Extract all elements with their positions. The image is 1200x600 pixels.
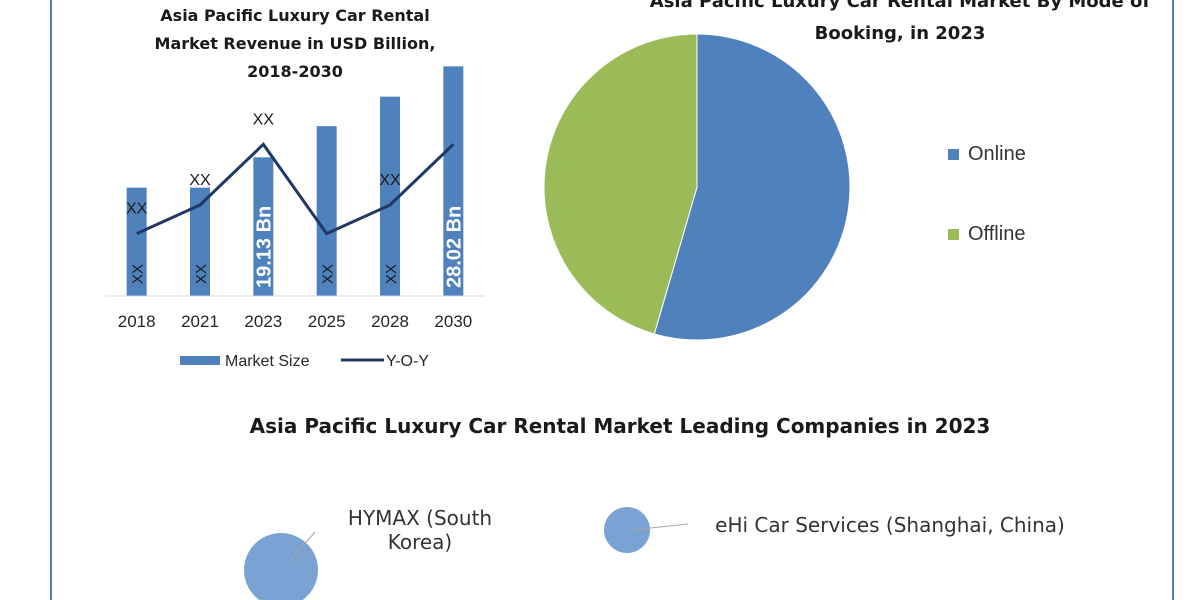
bar-chart: XX XX 19.13 Bn XX XX 28.02 Bn XX XX XX XX 2018 2021… [105, 66, 485, 370]
bar-label-2018: XX [130, 264, 147, 284]
x-tick-2028: 2028 [371, 312, 409, 331]
pie-legend-swatch-offline [948, 229, 959, 240]
x-tick-2023: 2023 [244, 312, 282, 331]
bar-label-2023: 19.13 Bn [253, 206, 275, 288]
pie-legend-label-online: Online [968, 143, 1026, 165]
bar-label-2028: XX [383, 264, 400, 284]
pie-legend-swatch-online [948, 149, 959, 160]
x-tick-2030: 2030 [434, 312, 472, 331]
pie-legend-item-online: Online [948, 143, 1026, 166]
company-leader-line-1 [286, 531, 316, 565]
bar-2023 [253, 157, 274, 296]
company-bubble-1 [244, 533, 318, 600]
bar-2018 [126, 187, 147, 296]
bar-2021 [190, 187, 210, 296]
pie-legend-label-offline: Offline [968, 223, 1026, 245]
yoy-line [136, 142, 455, 236]
pie-chart-title: Asia Pacific Luxury Car Rental Market By… [649, 0, 1151, 44]
company-label-1: HYMAX (South Korea) [335, 506, 505, 554]
pie-chart [543, 33, 851, 341]
bar-2025 [316, 126, 337, 296]
bar-chart-title: Asia Pacific Luxury Car Rental Market Re… [154, 6, 436, 81]
companies-chart [244, 507, 689, 600]
yoy-label-2018: XX [126, 201, 148, 218]
company-label-2-line-1: eHi Car Services (Shanghai, China) [715, 513, 1065, 537]
pie-slice-offline [543, 33, 698, 335]
bar-label-2030: 28.02 Bn [443, 206, 465, 288]
yoy-label-2021: XX [189, 172, 211, 189]
company-bubble-2 [604, 507, 650, 553]
x-tick-2018: 2018 [118, 312, 156, 331]
yoy-label-2023: XX [253, 111, 275, 128]
legend-label-yoy: Y-O-Y [386, 353, 429, 370]
right-frame-line [1172, 0, 1174, 600]
companies-title: Asia Pacific Luxury Car Rental Market Le… [249, 414, 991, 438]
company-label-2: eHi Car Services (Shanghai, China) [710, 513, 1070, 537]
bar-label-2021: XX [193, 264, 210, 284]
x-tick-2025: 2025 [308, 312, 346, 331]
pie-legend-item-offline: Offline [948, 223, 1025, 246]
yoy-label-2028: XX [379, 172, 401, 189]
bar-label-2025: XX [320, 264, 337, 284]
bar-2030 [443, 66, 464, 296]
legend-swatch-market-size [180, 356, 220, 365]
left-frame-line [50, 0, 52, 600]
legend-label-market-size: Market Size [225, 353, 310, 370]
company-label-1-line-2: Korea) [387, 530, 453, 554]
x-tick-2021: 2021 [181, 312, 219, 331]
company-label-1-line-1: HYMAX (South [347, 506, 493, 530]
bar-2028 [380, 96, 400, 297]
pie-slice-online [653, 33, 851, 341]
company-leader-line-2 [631, 523, 689, 531]
